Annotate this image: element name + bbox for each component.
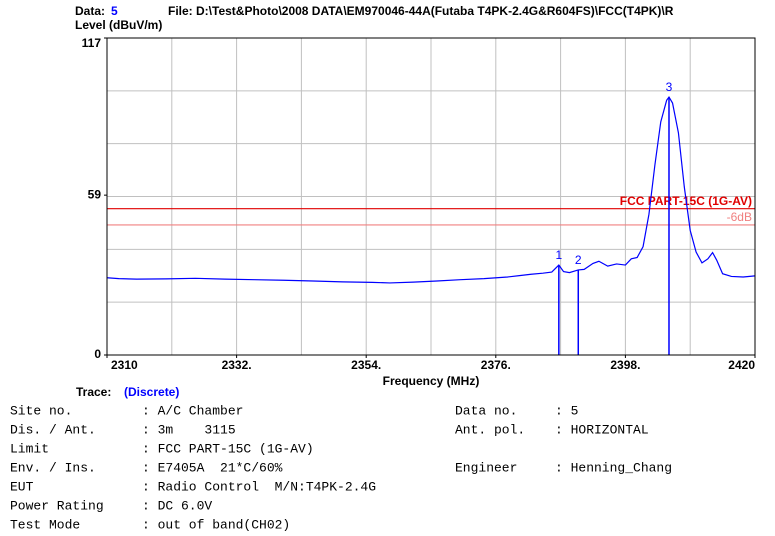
info-value: : FCC PART-15C (1G-AV)	[142, 441, 314, 456]
info-key: Limit	[10, 441, 49, 456]
info-value: : HORIZONTAL	[555, 422, 649, 437]
marker-label: 2	[575, 253, 582, 267]
info-value: : Radio Control M/N:T4PK-2.4G	[142, 479, 376, 494]
info-key: Data no.	[455, 403, 517, 418]
trace	[106, 95, 756, 284]
y-tick-label: 0	[94, 347, 101, 361]
x-axis-label: Frequency (MHz)	[383, 374, 480, 388]
info-key: Engineer	[455, 460, 517, 475]
x-tick-label: 2420	[728, 358, 755, 372]
marker-label: 3	[666, 80, 673, 94]
data-number: 5	[111, 4, 118, 18]
info-key: Dis. / Ant.	[10, 422, 96, 437]
info-value: : 3m 3115	[142, 422, 236, 437]
marker-label: 1	[555, 248, 562, 262]
info-value: : Henning_Chang	[555, 460, 672, 475]
info-key: EUT	[10, 479, 34, 494]
info-value: : out of band(CH02)	[142, 517, 290, 532]
info-key: Power Rating	[10, 498, 104, 513]
x-tick-label: 2332.	[222, 358, 252, 372]
limit-label: -6dB	[727, 210, 752, 224]
info-value: : DC 6.0V	[142, 498, 212, 513]
info-key: Ant. pol.	[455, 422, 525, 437]
info-value: : A/C Chamber	[142, 403, 243, 418]
data-label: Data:	[75, 4, 105, 18]
info-value: : E7405A 21*C/60%	[142, 460, 283, 475]
x-tick-label: 2310	[111, 358, 138, 372]
y-tick-label: 59	[88, 187, 102, 201]
info-key: Test Mode	[10, 517, 80, 532]
file-path: File: D:\Test&Photo\2008 DATA\EM970046-4…	[168, 4, 674, 18]
info-key: Env. / Ins.	[10, 460, 96, 475]
x-tick-label: 2354.	[351, 358, 381, 372]
trace-label: Trace:	[76, 385, 111, 399]
x-tick-label: 2398.	[610, 358, 640, 372]
y-axis-label: Level (dBuV/m)	[75, 18, 162, 32]
y-tick-label: 117	[82, 36, 102, 50]
info-value: : 5	[555, 403, 578, 418]
x-tick-label: 2376.	[481, 358, 511, 372]
trace-mode: (Discrete)	[124, 385, 179, 399]
info-key: Site no.	[10, 403, 72, 418]
plot-frame	[106, 37, 756, 356]
